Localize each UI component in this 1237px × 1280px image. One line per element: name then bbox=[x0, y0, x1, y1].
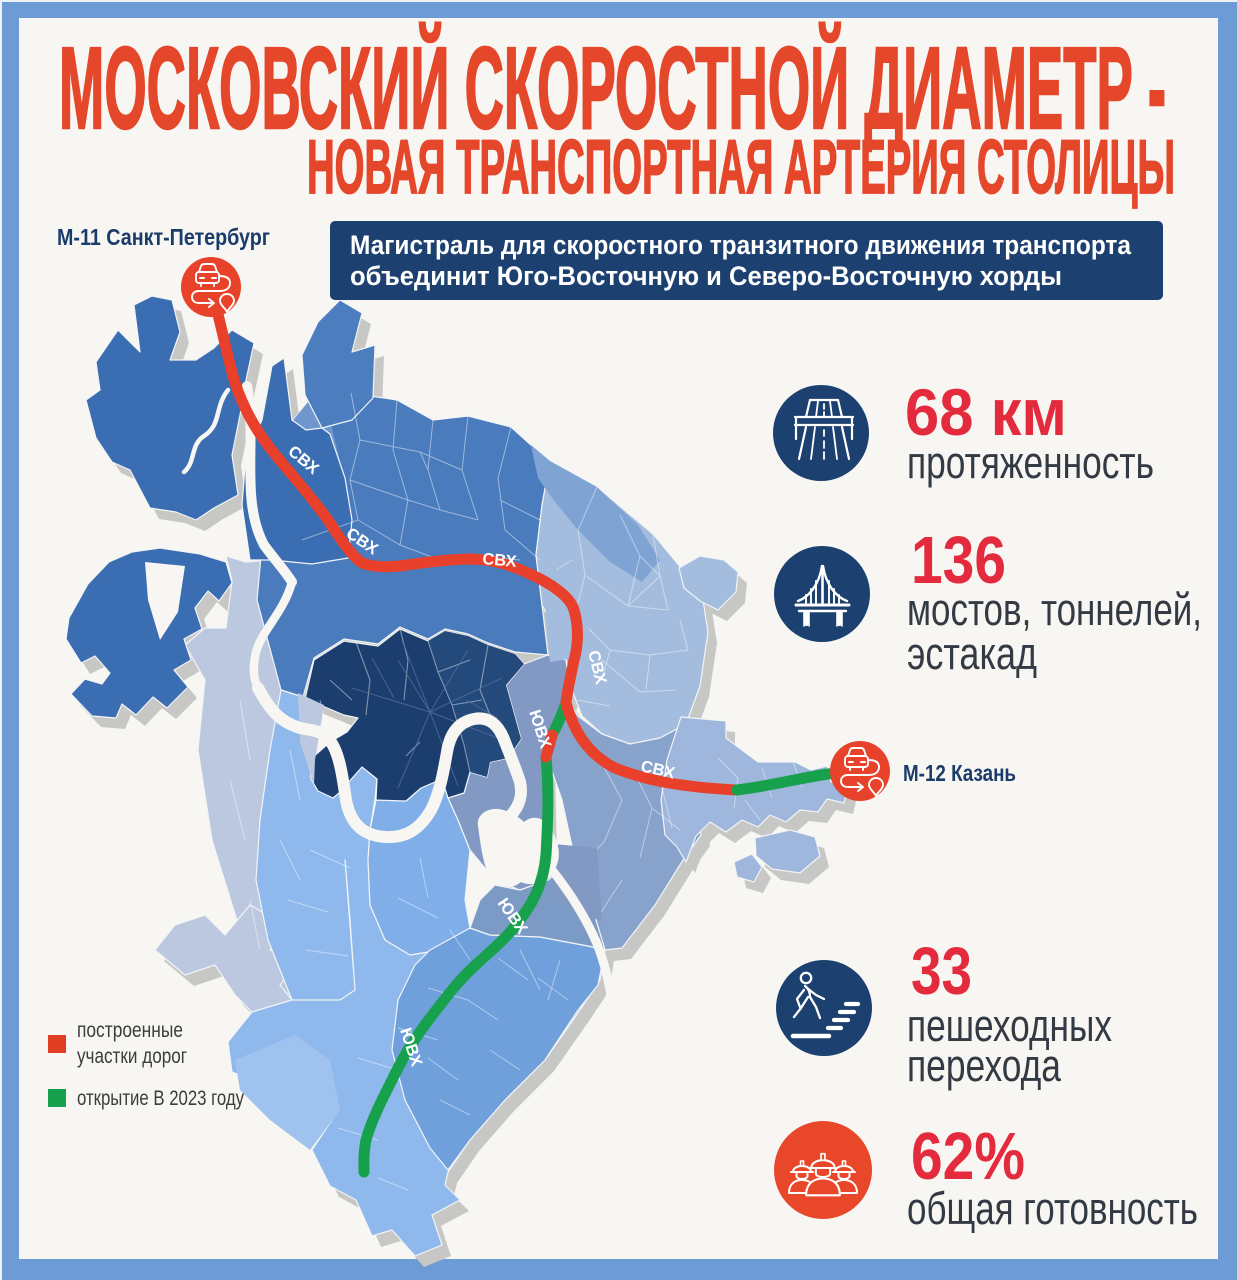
svg-text:68 км: 68 км bbox=[905, 375, 1067, 449]
svg-text:протяженность: протяженность bbox=[907, 437, 1154, 488]
svg-text:эстакад: эстакад bbox=[907, 628, 1037, 679]
svg-text:М-11 Санкт-Петербург: М-11 Санкт-Петербург bbox=[57, 224, 270, 250]
svg-text:136: 136 bbox=[911, 523, 1006, 598]
svg-text:СВХ: СВХ bbox=[482, 550, 518, 571]
svg-text:М-12 Казань: М-12 Казань bbox=[903, 760, 1016, 786]
svg-text:Магистраль для скоростного тра: Магистраль для скоростного транзитного д… bbox=[350, 230, 1132, 260]
svg-text:мостов, тоннелей,: мостов, тоннелей, bbox=[907, 584, 1202, 635]
svg-text:перехода: перехода bbox=[907, 1040, 1062, 1091]
svg-text:открытие В 2023 году: открытие В 2023 году bbox=[77, 1086, 244, 1110]
svg-text:участки дорог: участки дорог bbox=[77, 1044, 187, 1068]
svg-text:МОСКОВСКИЙ СКОРОСТНОЙ ДИАМЕТР: МОСКОВСКИЙ СКОРОСТНОЙ ДИАМЕТР - bbox=[59, 22, 1166, 153]
svg-text:НОВАЯ ТРАНСПОРТНАЯ АРТЕРИЯ СТО: НОВАЯ ТРАНСПОРТНАЯ АРТЕРИЯ СТОЛИЦЫ bbox=[307, 125, 1175, 210]
svg-text:объединит Юго-Восточную и Севе: объединит Юго-Восточную и Северо-Восточн… bbox=[350, 261, 1062, 291]
svg-text:62%: 62% bbox=[911, 1119, 1025, 1194]
svg-text:33: 33 bbox=[911, 934, 972, 1009]
svg-text:построенные: построенные bbox=[77, 1018, 183, 1042]
svg-text:общая готовность: общая готовность bbox=[907, 1183, 1198, 1234]
svg-text:пешеходных: пешеходных bbox=[907, 1000, 1112, 1051]
